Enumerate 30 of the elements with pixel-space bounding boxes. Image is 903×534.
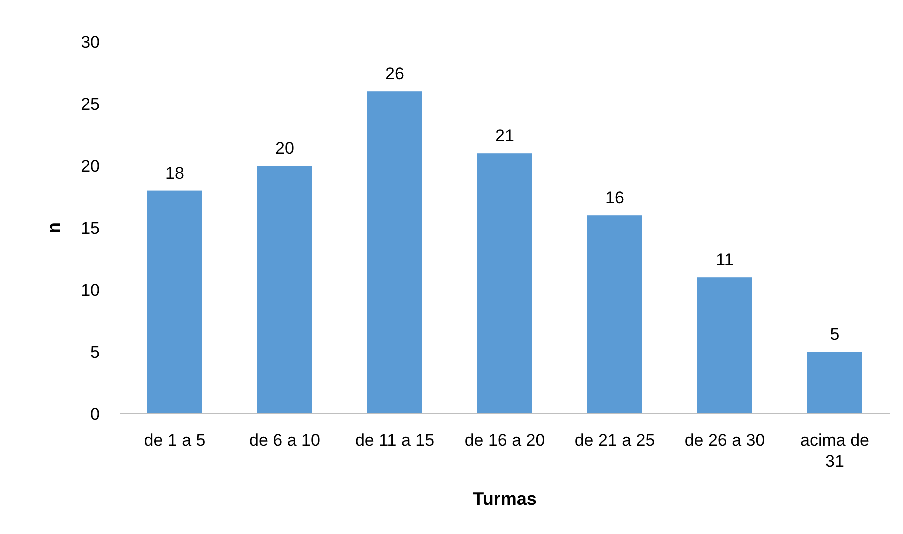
y-tick-label: 10 [81, 280, 100, 300]
bar [478, 154, 532, 414]
x-tick-label: de 21 a 25 [574, 431, 656, 450]
y-tick-label: 30 [81, 32, 100, 52]
x-axis-title: Turmas [473, 489, 537, 509]
data-label: 20 [276, 139, 294, 158]
x-tick-label: acima de 31 [800, 431, 870, 471]
x-tick-label: de 11 a 15 [355, 431, 435, 450]
x-tick-label: de 16 a 20 [464, 431, 546, 450]
bar [258, 166, 312, 414]
bar [368, 92, 422, 414]
data-label: 16 [606, 188, 624, 208]
data-label: 21 [496, 126, 514, 146]
data-label: 5 [830, 325, 840, 344]
x-tick-label: de 6 a 10 [250, 431, 320, 450]
bar [148, 190, 202, 414]
data-label: 18 [166, 164, 184, 183]
y-tick-label: 20 [81, 156, 100, 176]
y-tick-label: 0 [90, 404, 100, 424]
y-axis-title: n [44, 222, 64, 234]
bar [698, 278, 752, 414]
data-label: 26 [386, 64, 404, 84]
bar [808, 352, 862, 414]
bar [588, 216, 642, 414]
data-label: 11 [716, 250, 734, 270]
x-tick-label: de 1 a 5 [144, 431, 206, 450]
y-tick-label: 5 [90, 342, 100, 362]
y-tick-label: 15 [81, 218, 100, 238]
y-tick-label: 25 [81, 94, 100, 114]
x-tick-label: de 26 a 30 [684, 431, 766, 450]
